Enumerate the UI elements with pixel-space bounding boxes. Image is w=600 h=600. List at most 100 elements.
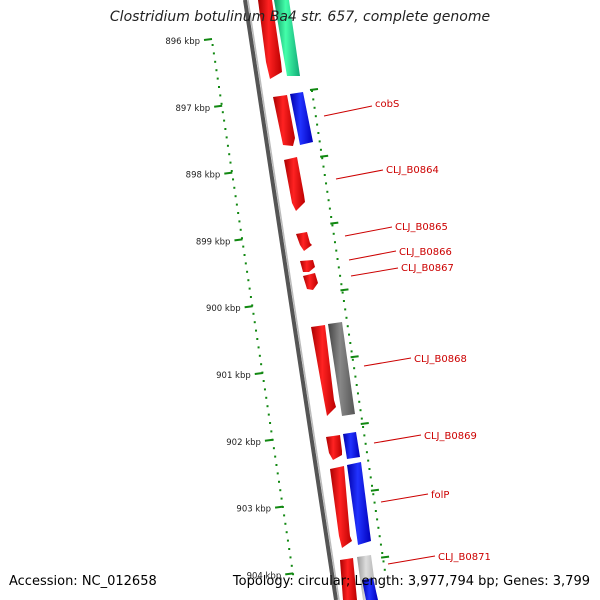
ruler-dot: [360, 417, 363, 420]
ruler-dot: [319, 148, 322, 151]
ruler-dot: [332, 232, 335, 235]
ruler-dot: [225, 136, 228, 139]
ruler-dot: [223, 119, 226, 122]
ruler-dot: [215, 69, 218, 72]
gene-label-cobS: cobS: [375, 99, 399, 110]
ruler-dot: [233, 186, 236, 189]
ruler-dot: [257, 346, 260, 349]
ruler-tick: [264, 438, 274, 442]
ruler-dot: [276, 472, 279, 475]
ruler-dot: [355, 384, 358, 386]
gene-feature-CLJ_B0869: [326, 432, 360, 460]
ruler-dot: [344, 308, 347, 311]
ruler-dot: [244, 262, 247, 265]
ruler-dot: [234, 195, 237, 198]
ruler-dot: [349, 342, 352, 344]
ruler-dot: [337, 266, 340, 269]
ruler-dot: [340, 283, 343, 286]
ruler-dot: [217, 86, 220, 88]
ruler-dot: [228, 153, 231, 156]
ruler-dot: [374, 510, 377, 512]
ruler-tick-label: 896 kbp: [165, 37, 200, 47]
gene-feature-CLJ_B0871: [340, 555, 378, 600]
ruler-dot: [359, 409, 362, 412]
ruler-dot: [381, 552, 384, 554]
ruler-tick-label: 900 kbp: [206, 304, 241, 314]
ruler-tick-label: 903 kbp: [236, 505, 271, 515]
ruler-dot: [335, 249, 338, 252]
ruler-dot: [363, 434, 366, 437]
genome-title: Clostridium botulinum Ba4 str. 657, comp…: [109, 9, 491, 25]
ruler-dot: [289, 556, 292, 559]
ruler-dot: [270, 430, 273, 433]
ruler-dot: [339, 274, 342, 277]
ruler-dot: [252, 312, 255, 315]
ruler-dot: [330, 216, 333, 218]
ruler-dot: [274, 455, 277, 458]
ruler-tick-label: 898 kbp: [186, 171, 221, 181]
ruler-dot: [341, 291, 344, 294]
ruler-dot: [267, 413, 270, 416]
ruler-dot: [368, 468, 371, 470]
ruler-dot: [371, 484, 374, 487]
ruler-tick-outer: [350, 355, 359, 359]
ruler-dot: [351, 358, 354, 361]
gene-labels: cobS CLJ_B0864 CLJ_B0865 CLJ_B0866 CLJ_B…: [323, 99, 491, 565]
ruler-dot: [313, 106, 316, 109]
ruler-tick-outer: [330, 221, 339, 225]
ruler-dot: [221, 111, 224, 114]
ruler-dot: [240, 237, 243, 240]
ruler-dot: [356, 392, 359, 395]
ruler-dot: [224, 128, 227, 130]
ruler-dot: [232, 178, 235, 181]
ruler-dot: [333, 241, 336, 244]
ruler-dot: [326, 190, 329, 193]
accession-text: Accession: NC_012658: [9, 574, 157, 589]
ruler-dot: [354, 375, 357, 378]
gene-feature-top-1: [258, 0, 300, 79]
ruler-dot: [328, 207, 331, 210]
ruler-dot: [212, 52, 215, 55]
ruler-dot: [348, 333, 351, 336]
ruler-dot: [243, 254, 246, 256]
ruler-dot: [376, 518, 379, 521]
ruler-dot: [284, 522, 287, 525]
ruler-dot: [242, 245, 245, 248]
feature-track: [258, 0, 378, 600]
ruler-dot: [286, 539, 289, 542]
ruler-dot: [216, 77, 219, 80]
ruler-tick: [203, 38, 213, 41]
ruler-dot: [358, 400, 361, 403]
ruler-tick: [214, 104, 223, 108]
ruler-dot: [367, 459, 370, 462]
ruler-dot: [219, 94, 222, 97]
ruler-dot: [288, 548, 291, 550]
gene-label-CLJ_B0871: CLJ_B0871: [438, 552, 491, 563]
ruler-dot: [364, 442, 367, 445]
gene-feature-cobS: [273, 92, 313, 146]
ruler-dot: [372, 493, 375, 496]
ruler-dot: [327, 199, 330, 202]
ruler-dot: [262, 380, 265, 382]
ruler-dot: [285, 531, 288, 534]
ruler-dot: [255, 329, 258, 332]
ruler-dot: [283, 514, 286, 517]
ruler-dot: [238, 220, 241, 223]
ruler-dot: [247, 279, 250, 282]
ruler-tick-label: 897 kbp: [176, 104, 211, 114]
ruler-dot: [230, 170, 233, 172]
topology-summary: Topology: circular; Length: 3,977,794 bp…: [232, 574, 590, 589]
gene-label-CLJ_B0867: CLJ_B0867: [401, 263, 454, 274]
ruler-dot: [235, 203, 238, 206]
backbone: [243, 0, 340, 600]
ruler-dot: [345, 316, 348, 319]
ruler-dot: [272, 447, 275, 450]
ruler-dot: [350, 350, 353, 353]
ruler-tick-label: 904 kbp: [247, 571, 282, 581]
ruler-dot: [229, 161, 232, 164]
ruler-tick-label: 901 kbp: [216, 371, 251, 381]
ruler-dot: [317, 132, 320, 134]
ruler-dot: [362, 426, 365, 428]
ruler-dot: [314, 115, 317, 118]
ruler-tick: [244, 305, 253, 309]
